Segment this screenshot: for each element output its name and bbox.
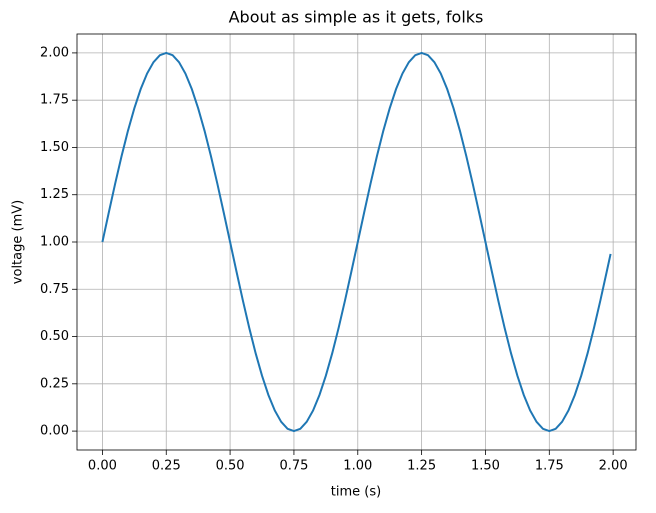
- x-tick-label: 1.75: [535, 459, 564, 474]
- y-tick-label: 0.25: [40, 376, 69, 391]
- y-axis-label: voltage (mV): [11, 200, 26, 284]
- x-tick-label: 2.00: [599, 459, 628, 474]
- y-tick-label: 0.00: [40, 424, 69, 439]
- y-tick-label: 0.75: [40, 282, 69, 297]
- chart-title: About as simple as it gets, folks: [229, 8, 484, 27]
- y-tick-label: 1.75: [40, 93, 69, 108]
- x-tick-label: 0.75: [279, 459, 308, 474]
- y-tick-label: 1.25: [40, 187, 69, 202]
- line-series: [101, 51, 612, 433]
- y-tick-label: 0.50: [40, 329, 69, 344]
- x-tick-label: 0.50: [216, 459, 245, 474]
- x-tick-label: 1.25: [407, 459, 436, 474]
- x-tick-label: 0.25: [152, 459, 181, 474]
- x-tick-label: 1.50: [471, 459, 500, 474]
- y-tick-label: 1.00: [40, 235, 69, 250]
- x-tick-label: 0.00: [88, 459, 117, 474]
- y-tick-label: 1.50: [40, 140, 69, 155]
- y-tick-label: 2.00: [40, 45, 69, 60]
- plot-frame: [76, 33, 637, 451]
- x-axis-label: time (s): [331, 485, 381, 500]
- x-tick-label: 1.00: [343, 459, 372, 474]
